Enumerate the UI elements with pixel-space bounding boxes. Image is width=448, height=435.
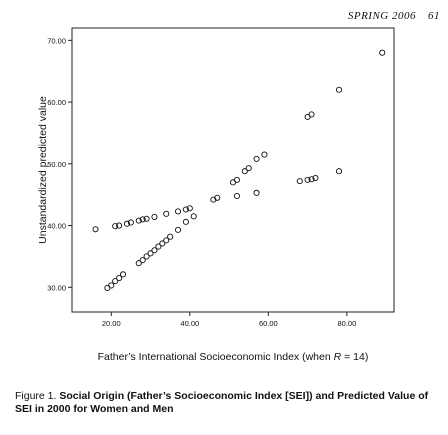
x-axis-label-prefix: Father’s International Socioeconomic Ind… bbox=[98, 351, 334, 363]
data-point-series-1 bbox=[245, 165, 252, 172]
data-point-series-2 bbox=[116, 274, 123, 282]
figure-caption-text: Social Origin (Father’s Socioeconomic In… bbox=[15, 390, 429, 415]
y-axis-ticks: 30.00 40.00 50.00 60.00 70.00 bbox=[47, 36, 72, 292]
page-header: SPRING 2006 61 bbox=[348, 10, 440, 22]
data-point-series-1 bbox=[261, 151, 268, 158]
data-point-series-1 bbox=[174, 208, 182, 215]
y-tick-label: 60.00 bbox=[47, 98, 66, 107]
data-point-series-2 bbox=[159, 240, 166, 247]
data-point-series-1 bbox=[308, 111, 315, 118]
data-point-series-2 bbox=[335, 168, 343, 175]
data-point-series-2 bbox=[139, 257, 146, 264]
data-point-series-2 bbox=[135, 260, 142, 267]
figure-caption: Figure 1. Social Origin (Father’s Socioe… bbox=[15, 390, 440, 415]
data-point-series-1 bbox=[112, 223, 119, 230]
journal-issue: SPRING 2006 bbox=[347, 10, 416, 22]
x-tick-label: 60.00 bbox=[259, 319, 278, 328]
page-number: 61 bbox=[428, 10, 440, 22]
x-tick-label: 40.00 bbox=[180, 319, 199, 328]
y-tick-label: 30.00 bbox=[47, 283, 66, 292]
data-point-series-2 bbox=[174, 226, 182, 233]
plot-frame bbox=[71, 27, 395, 313]
data-point-series-1 bbox=[92, 226, 99, 233]
data-point-series-2 bbox=[147, 250, 154, 257]
data-point-series-2 bbox=[190, 213, 197, 220]
data-point-series-1 bbox=[253, 155, 260, 162]
x-axis-ticks: 20.00 40.00 60.00 80.00 bbox=[102, 312, 356, 328]
x-axis-label: Father’s International Socioeconomic Ind… bbox=[98, 351, 369, 363]
scatter-chart: 30.00 40.00 50.00 60.00 70.00 20.00 40.00 60.0… bbox=[37, 27, 395, 363]
data-point-series-1 bbox=[163, 210, 170, 217]
figure-label: Figure 1. bbox=[15, 390, 57, 402]
data-point-series-1 bbox=[335, 86, 343, 93]
data-point-series-1 bbox=[116, 222, 123, 229]
x-tick-label: 20.00 bbox=[102, 319, 121, 328]
data-point-series-1 bbox=[143, 215, 150, 222]
data-point-series-2 bbox=[108, 282, 115, 289]
data-point-series-1 bbox=[186, 205, 193, 212]
data-point-series-2 bbox=[163, 237, 170, 244]
data-point-series-2 bbox=[253, 189, 260, 196]
data-point-series-2 bbox=[233, 192, 240, 199]
data-point-series-1 bbox=[233, 176, 240, 183]
data-point-series-1 bbox=[151, 213, 158, 220]
data-point-series-2 bbox=[304, 176, 311, 183]
data-point-series-2 bbox=[119, 271, 127, 278]
data-point-series-2 bbox=[312, 174, 319, 182]
y-tick-label: 70.00 bbox=[47, 36, 66, 45]
y-tick-label: 50.00 bbox=[47, 160, 66, 169]
x-axis-label-suffix: = 14) bbox=[341, 351, 368, 363]
data-point-series-1 bbox=[127, 219, 134, 226]
data-point-series-1 bbox=[214, 194, 221, 201]
data-point-series-2 bbox=[143, 253, 150, 260]
x-tick-label: 80.00 bbox=[337, 319, 356, 328]
data-point-series-2 bbox=[308, 176, 315, 183]
x-axis-label-variable: R bbox=[334, 351, 342, 363]
data-point-series-1 bbox=[139, 216, 146, 223]
data-point-series-1 bbox=[135, 217, 142, 224]
data-point-series-1 bbox=[123, 220, 131, 227]
data-point-series-2 bbox=[151, 247, 158, 254]
data-point-series-2 bbox=[182, 218, 189, 225]
y-tick-label: 40.00 bbox=[47, 222, 66, 231]
data-points bbox=[92, 49, 386, 291]
data-point-series-1 bbox=[241, 168, 248, 175]
data-point-series-2 bbox=[167, 233, 174, 240]
data-point-series-1 bbox=[379, 49, 386, 56]
y-axis-label: Unstandardized predicted value bbox=[37, 96, 49, 244]
data-point-series-2 bbox=[112, 278, 119, 285]
data-point-series-1 bbox=[182, 206, 189, 213]
data-point-series-2 bbox=[155, 243, 162, 250]
data-point-series-2 bbox=[296, 178, 303, 185]
